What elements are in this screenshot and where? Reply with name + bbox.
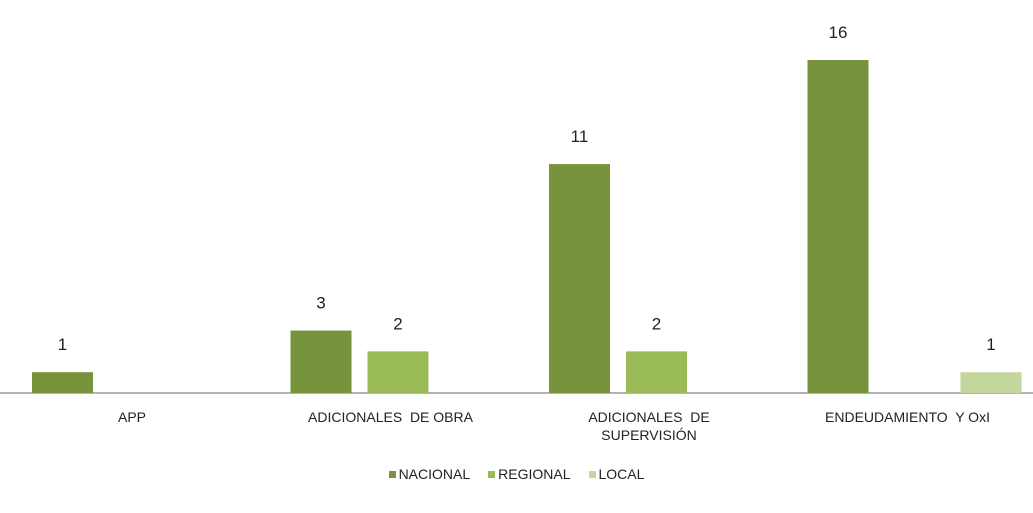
- legend-swatch: [388, 470, 396, 478]
- x-tick-label: ENDEUDAMIENTO Y OxI: [825, 409, 990, 425]
- legend-label: LOCAL: [598, 466, 645, 482]
- data-label: 2: [652, 314, 661, 333]
- bar: [626, 351, 687, 393]
- x-tick-label: APP: [117, 409, 146, 425]
- x-tick-label: ADICIONALES DE OBRA: [308, 409, 473, 425]
- bar: [290, 330, 352, 393]
- legend-item: NACIONAL: [388, 466, 471, 482]
- legend-swatch: [588, 470, 596, 478]
- legend-item: LOCAL: [588, 466, 645, 482]
- legend-item: REGIONAL: [488, 466, 571, 482]
- data-label: 1: [986, 335, 995, 354]
- bar: [549, 164, 610, 393]
- legend-label: REGIONAL: [498, 466, 571, 482]
- data-label: 1: [58, 335, 67, 354]
- bar: [367, 351, 429, 393]
- x-tick-label: ADICIONALES DE SUPERVISIÓN: [588, 409, 710, 443]
- legend-swatch: [488, 470, 496, 478]
- data-label: 11: [571, 127, 589, 146]
- data-label: 16: [829, 23, 848, 42]
- bar: [807, 60, 869, 393]
- data-label: 2: [393, 314, 402, 333]
- bar: [32, 372, 93, 393]
- bar: [960, 372, 1022, 393]
- data-label: 3: [316, 294, 325, 313]
- legend: NACIONAL REGIONAL LOCAL: [0, 466, 1033, 482]
- legend-label: NACIONAL: [398, 466, 471, 482]
